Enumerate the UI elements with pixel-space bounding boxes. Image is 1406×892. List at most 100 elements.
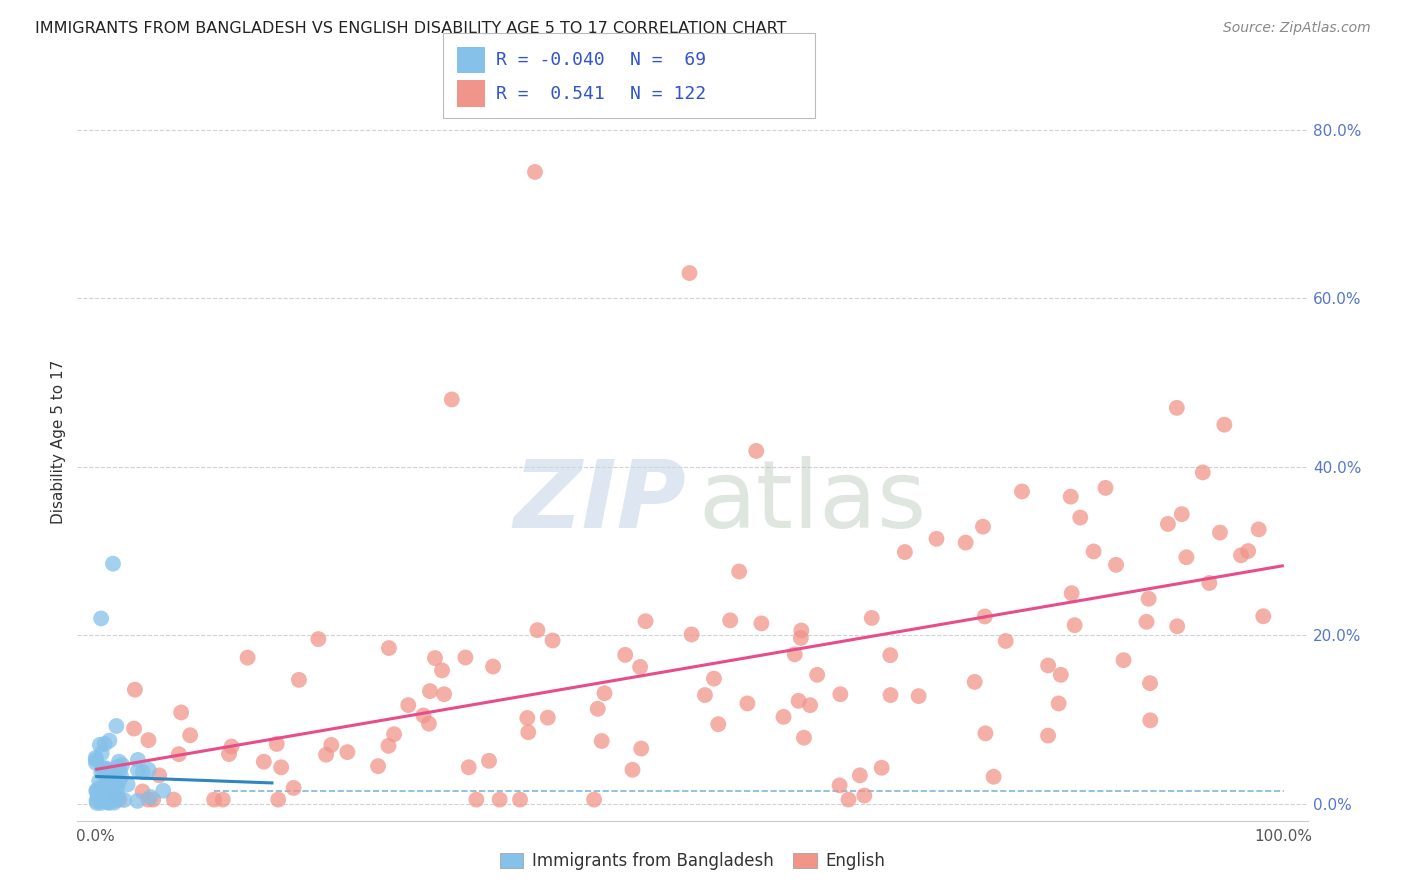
Point	[1047, 697, 1070, 711]
Point	[97, 793, 120, 807]
Point	[1049, 668, 1071, 682]
Point	[1063, 618, 1085, 632]
Point	[1251, 609, 1274, 624]
Point	[541, 633, 564, 648]
Point	[267, 792, 290, 806]
Point	[93, 764, 115, 779]
Point	[454, 650, 477, 665]
Point	[1036, 729, 1059, 743]
Point	[879, 648, 901, 662]
Point	[870, 761, 893, 775]
Point	[98, 766, 121, 780]
Point	[84, 756, 107, 770]
Point	[94, 794, 117, 808]
Point	[101, 779, 124, 793]
Point	[1166, 401, 1188, 415]
Point	[367, 759, 389, 773]
Point	[211, 792, 233, 806]
Point	[138, 733, 160, 747]
Point	[98, 733, 121, 747]
Text: N =  69: N = 69	[630, 51, 706, 69]
Point	[221, 739, 243, 754]
Point	[828, 778, 851, 792]
Point	[86, 796, 108, 810]
Point	[96, 782, 118, 797]
Point	[830, 687, 852, 701]
Y-axis label: Disability Age 5 to 17: Disability Age 5 to 17	[51, 359, 66, 524]
Point	[693, 688, 716, 702]
Text: N = 122: N = 122	[630, 85, 706, 103]
Point	[963, 674, 986, 689]
Point	[1175, 550, 1198, 565]
Point	[614, 648, 637, 662]
Point	[1137, 591, 1160, 606]
Point	[283, 780, 305, 795]
Point	[104, 793, 127, 807]
Point	[170, 706, 193, 720]
Point	[94, 791, 117, 805]
Point	[86, 794, 108, 808]
Point	[108, 763, 131, 777]
Point	[378, 641, 401, 656]
Point	[787, 694, 810, 708]
Point	[96, 795, 118, 809]
Point	[94, 777, 117, 791]
Point	[90, 760, 112, 774]
Point	[142, 792, 165, 806]
Point	[94, 785, 117, 799]
Text: IMMIGRANTS FROM BANGLADESH VS ENGLISH DISABILITY AGE 5 TO 17 CORRELATION CHART: IMMIGRANTS FROM BANGLADESH VS ENGLISH DI…	[35, 21, 786, 36]
Point	[94, 784, 117, 798]
Point	[526, 623, 548, 637]
Point	[537, 711, 560, 725]
Point	[84, 751, 107, 765]
Point	[418, 716, 440, 731]
Point	[97, 763, 120, 777]
Point	[127, 753, 149, 767]
Point	[1209, 525, 1232, 540]
Point	[412, 708, 434, 723]
Point	[678, 266, 700, 280]
Point	[1198, 576, 1220, 591]
Point	[837, 792, 859, 806]
Point	[97, 768, 120, 782]
Point	[591, 734, 613, 748]
Legend: Immigrants from Bangladesh, English: Immigrants from Bangladesh, English	[494, 846, 891, 877]
Point	[1036, 658, 1059, 673]
Point	[1112, 653, 1135, 667]
Point	[98, 796, 121, 810]
Point	[1105, 558, 1128, 572]
Point	[93, 785, 115, 799]
Point	[89, 774, 111, 789]
Point	[860, 611, 883, 625]
Point	[87, 791, 110, 805]
Point	[482, 659, 505, 673]
Point	[440, 392, 463, 407]
Point	[806, 668, 828, 682]
Text: R =  0.541: R = 0.541	[496, 85, 605, 103]
Point	[108, 755, 131, 769]
Point	[634, 614, 657, 628]
Point	[681, 627, 703, 641]
Point	[728, 565, 751, 579]
Point	[583, 792, 606, 806]
Point	[84, 753, 107, 767]
Point	[382, 727, 405, 741]
Point	[90, 746, 112, 760]
Point	[1157, 516, 1180, 531]
Point	[112, 793, 135, 807]
Point	[1135, 615, 1157, 629]
Point	[101, 557, 124, 571]
Point	[103, 796, 125, 810]
Point	[994, 634, 1017, 648]
Point	[132, 765, 155, 780]
Point	[1237, 544, 1260, 558]
Point	[1139, 676, 1161, 690]
Point	[163, 792, 186, 806]
Point	[1139, 714, 1161, 728]
Point	[793, 731, 815, 745]
Point	[96, 762, 118, 776]
Point	[907, 689, 929, 703]
Point	[718, 613, 741, 627]
Point	[97, 783, 120, 797]
Point	[972, 519, 994, 533]
